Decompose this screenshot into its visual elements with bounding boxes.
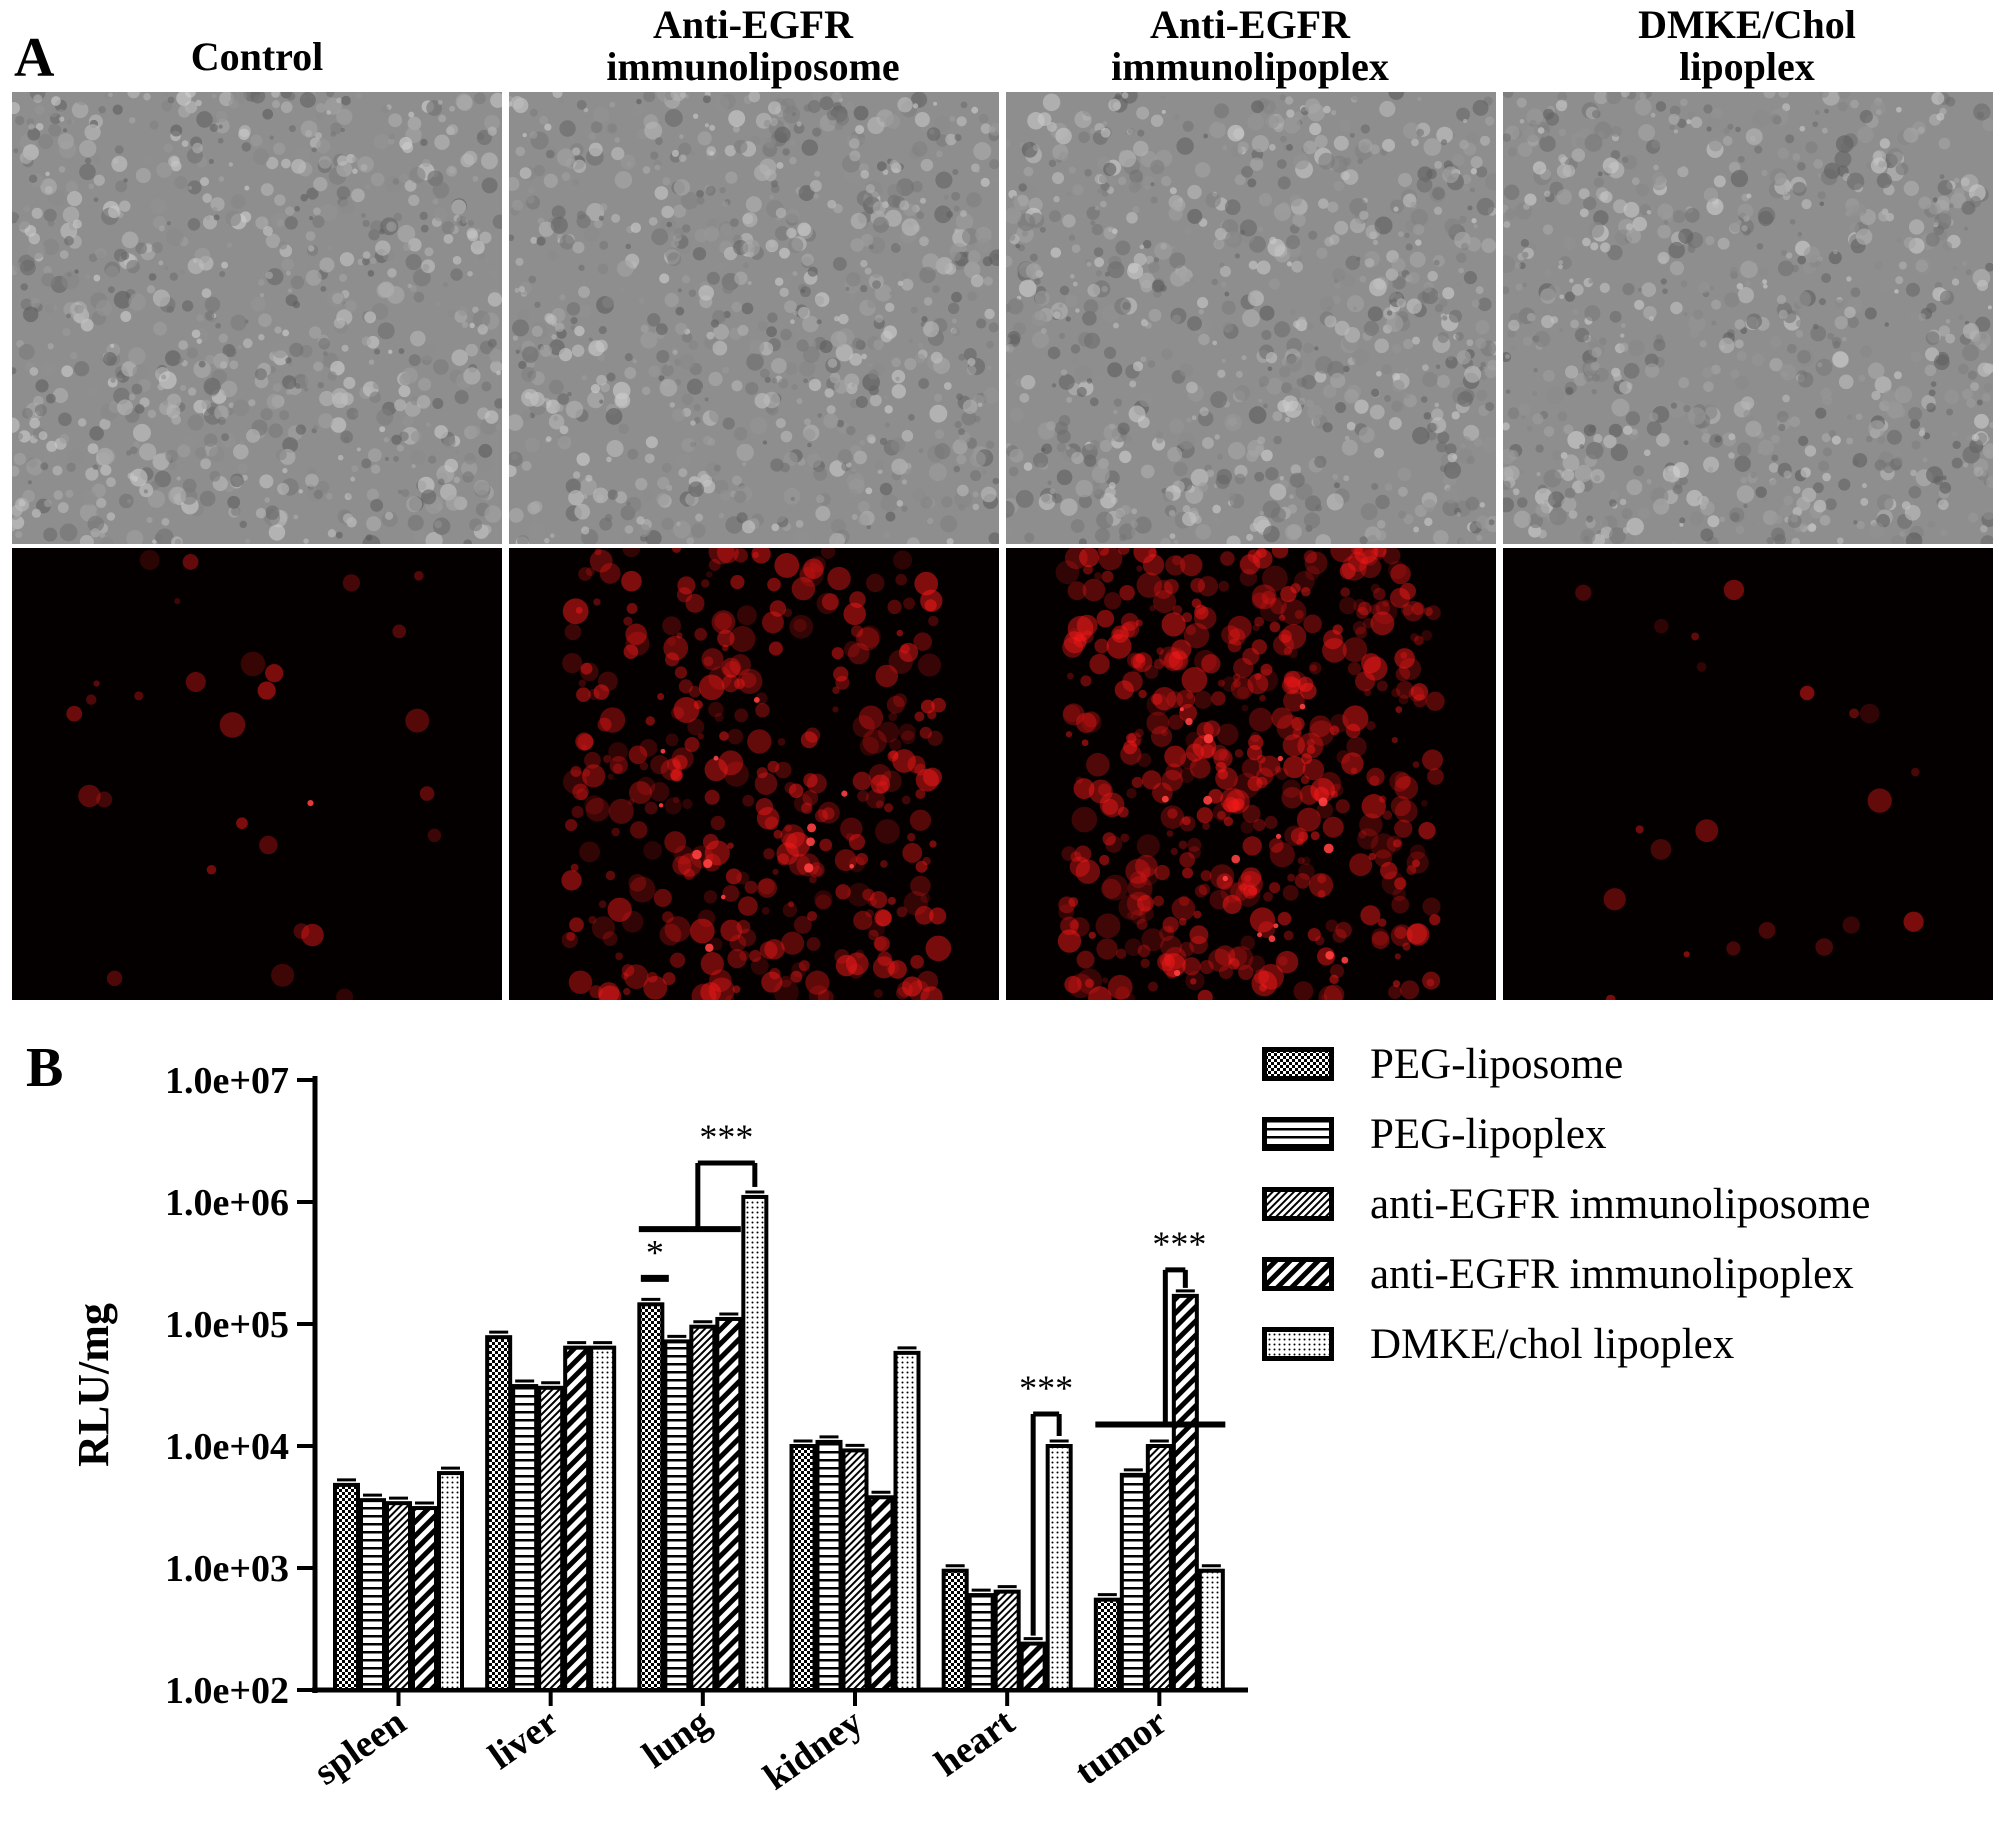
x-tick-label: spleen [307,1701,414,1794]
bar-lung-0 [637,1302,665,1692]
legend-label: PEG-liposome [1370,1040,1624,1088]
column-title-immunolipoplex: Anti-EGFR immunolipoplex [1005,4,1495,88]
x-tick-label: lung [635,1701,718,1777]
significance-marker: * [646,1232,664,1272]
fluorescence-image-dmke-chol [1503,548,1993,1000]
column-title-immunoliposome: Anti-EGFR immunoliposome [508,4,998,88]
micrograph-texture [1503,92,1993,544]
legend-label: DMKE/chol lipoplex [1370,1320,1735,1368]
bar-tumor-0 [1093,1597,1121,1693]
legend-item-dmke-chol-lipoplex: DMKE/chol lipoplex [1262,1320,1734,1368]
bar-heart-2 [993,1589,1021,1693]
bar-liver-0 [485,1335,513,1692]
column-title-line1: Control [190,34,324,79]
bar-kidney-0 [789,1444,817,1692]
brightfield-image-control [12,92,502,544]
y-tick-label: 1.0e+07 [165,1060,289,1102]
bar-spleen-1 [359,1498,386,1693]
legend-swatch-fill [1262,1047,1334,1081]
bar-chart: 1.0e+02 1.0e+03 1.0e+04 1.0e+05 1.0e+06 1.0e+… [69,1060,1248,1798]
column-title-line2: lipoplex [1679,44,1815,89]
x-tick-label: tumor [1067,1701,1174,1794]
bar-lung-1 [663,1339,691,1692]
legend-swatch-fill [1262,1117,1334,1151]
y-tick-label: 1.0e+05 [165,1304,289,1346]
brightfield-image-dmke-chol [1503,92,1993,544]
legend-label: PEG-lipoplex [1370,1110,1607,1158]
micrograph-texture [1006,548,1496,1000]
micrograph-texture [1503,548,1993,1000]
legend-swatch-fill [1262,1327,1334,1361]
column-title-dmke-chol: DMKE/Chol lipoplex [1502,4,1992,88]
bar-liver-4 [589,1345,617,1692]
column-title-line1: DMKE/Chol [1638,2,1856,47]
legend-swatch [1262,1047,1334,1081]
legend-swatch [1262,1327,1334,1361]
legend-swatch [1262,1257,1334,1291]
bar-kidney-1 [815,1439,843,1692]
legend-swatch-fill [1262,1257,1334,1291]
bar-spleen-4 [437,1471,464,1692]
legend-swatch-fill [1262,1187,1334,1221]
y-tick-label: 1.0e+06 [165,1182,289,1224]
bar-kidney-2 [841,1448,869,1692]
bar-spleen-2 [385,1501,412,1692]
legend-item-peg-lipoplex: PEG-lipoplex [1262,1110,1606,1158]
y-tick-label: 1.0e+04 [165,1426,289,1468]
legend-swatch [1262,1117,1334,1151]
column-title-line1: Anti-EGFR [653,2,853,47]
panel-b-label: B [26,1037,64,1099]
bar-heart-4 [1045,1444,1073,1692]
bar-heart-1 [967,1593,995,1693]
micrograph-texture [12,548,502,1000]
legend-swatch [1262,1187,1334,1221]
bar-spleen-0 [333,1482,360,1693]
brightfield-image-immunolipoplex [1006,92,1496,544]
fluorescence-image-immunoliposome [509,548,999,1000]
x-tick-label: liver [481,1701,566,1778]
bar-lung-3 [715,1316,743,1692]
bar-spleen-3 [411,1506,438,1692]
significance-marker: *** [1152,1224,1206,1264]
legend-label: anti-EGFR immunolipoplex [1370,1250,1854,1298]
brightfield-image-immunoliposome [509,92,999,544]
column-title-line2: immunolipoplex [1111,44,1389,89]
x-tick-label: heart [927,1701,1022,1785]
y-tick-label: 1.0e+03 [165,1548,289,1590]
micrograph-texture [12,92,502,544]
y-axis-label: RLU/mg [69,1303,118,1467]
bar-liver-2 [537,1385,565,1692]
bar-kidney-4 [893,1350,921,1692]
bar-heart-0 [941,1568,969,1692]
bar-tumor-4 [1197,1568,1225,1692]
bar-tumor-1 [1119,1472,1147,1692]
bar-tumor-2 [1145,1444,1173,1692]
micrograph-texture [1006,92,1496,544]
micrograph-texture [509,548,999,1000]
bar-tumor-3 [1171,1293,1199,1692]
bar-lung-2 [689,1324,717,1692]
bar-kidney-3 [867,1495,895,1692]
micrograph-texture [509,92,999,544]
x-tick-label: kidney [756,1701,870,1798]
fluorescence-image-control [12,548,502,1000]
significance-marker: *** [699,1117,753,1157]
legend-item-anti-egfr-immunolipoplex: anti-EGFR immunolipoplex [1262,1250,1854,1298]
panel-a-label: A [14,27,55,89]
bar-lung-4 [741,1194,769,1692]
fluorescence-image-immunolipoplex [1006,548,1496,1000]
bar-liver-3 [563,1345,591,1692]
legend-label: anti-EGFR immunoliposome [1370,1180,1871,1228]
legend-item-anti-egfr-immunoliposome: anti-EGFR immunoliposome [1262,1180,1870,1228]
legend-item-peg-liposome: PEG-liposome [1262,1040,1623,1088]
column-title-control: Control [12,36,502,78]
y-tick-label: 1.0e+02 [165,1670,289,1712]
column-title-line1: Anti-EGFR [1150,2,1350,47]
column-title-line2: immunoliposome [606,44,900,89]
bar-liver-1 [511,1384,539,1692]
bar-heart-3 [1019,1641,1047,1693]
significance-marker: *** [1019,1368,1073,1408]
